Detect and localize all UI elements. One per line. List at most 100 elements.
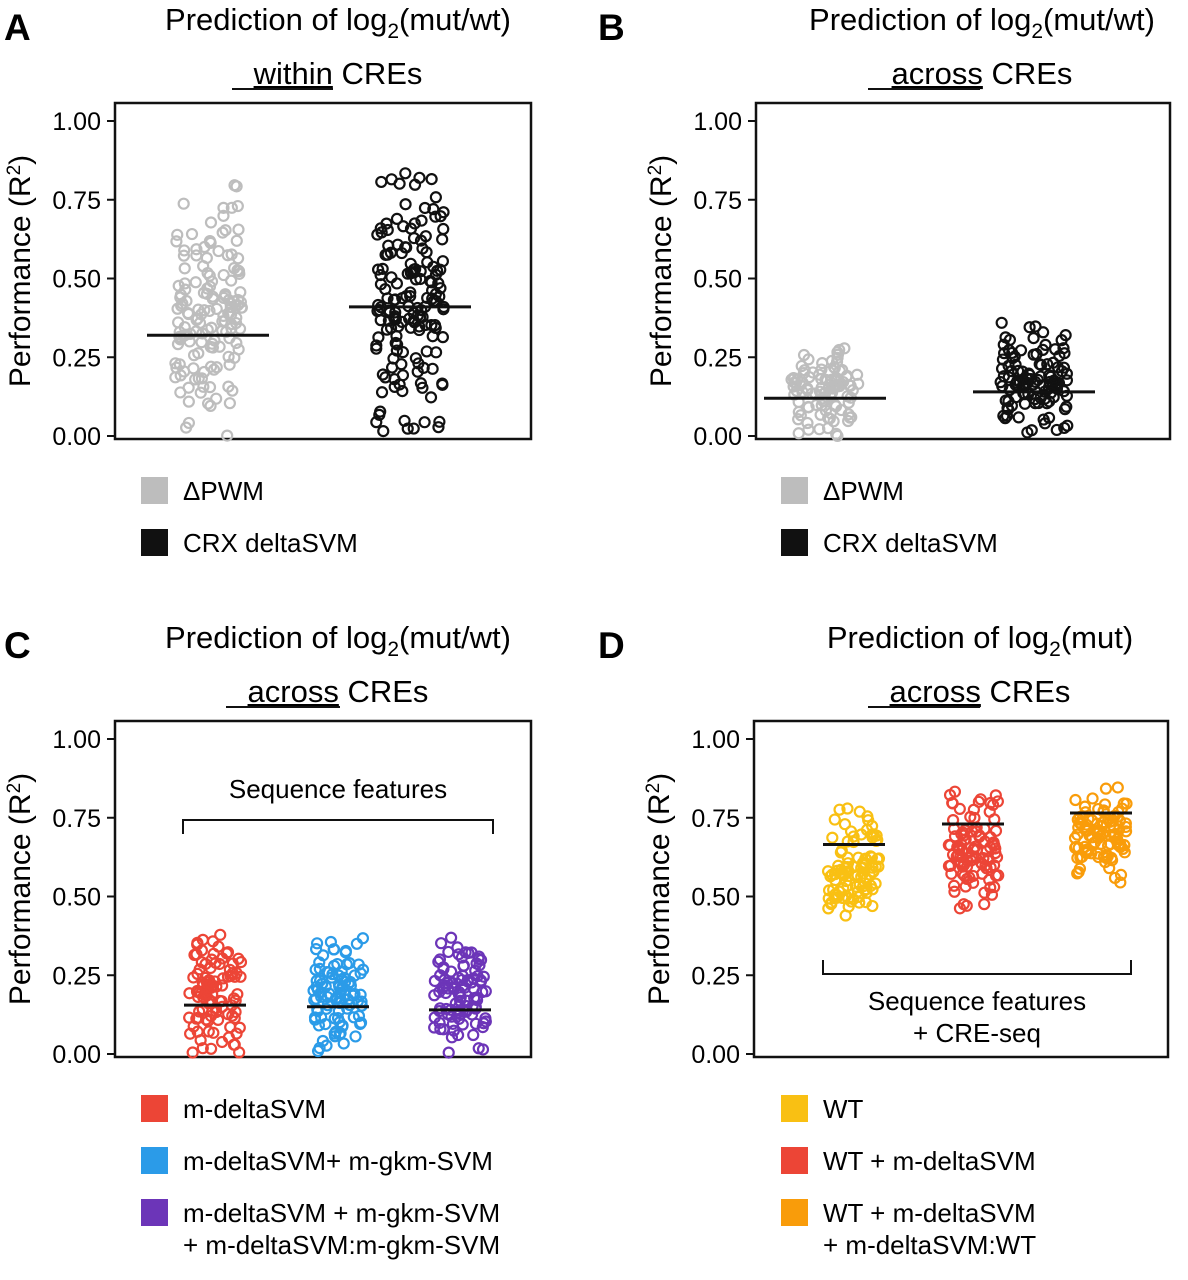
data-point — [204, 977, 218, 991]
data-point — [833, 364, 846, 377]
legend-swatch — [141, 529, 168, 556]
y-tick-label: 1.00 — [691, 726, 740, 754]
y-tick-label: 1.00 — [52, 726, 101, 754]
data-point — [853, 896, 866, 909]
y-tick-label: 0.25 — [52, 344, 101, 372]
data-point — [232, 343, 245, 356]
data-point — [1043, 369, 1056, 382]
data-point — [420, 345, 433, 358]
data-point — [456, 1018, 469, 1031]
data-point — [354, 967, 367, 980]
bracket — [822, 960, 1132, 975]
data-point — [445, 1031, 459, 1044]
data-point — [948, 885, 961, 898]
data-point — [442, 1046, 455, 1059]
data-point — [841, 857, 855, 870]
data-point — [942, 859, 956, 873]
data-point — [822, 884, 836, 897]
data-point — [1093, 824, 1106, 838]
data-point — [1069, 793, 1082, 807]
data-point — [867, 865, 880, 878]
legend-swatch — [781, 1147, 808, 1174]
data-point — [223, 397, 236, 410]
data-point — [836, 866, 849, 879]
data-point — [1029, 320, 1042, 333]
data-point — [379, 283, 392, 296]
data-point — [945, 867, 958, 880]
chart-title: Prediction of log2(mut/wt) — [165, 2, 511, 43]
title-part: CREs — [983, 56, 1073, 91]
series-points — [428, 931, 492, 1059]
data-point — [407, 314, 420, 327]
data-point — [310, 937, 324, 950]
plot-frame — [113, 101, 533, 441]
data-point — [327, 943, 341, 956]
chart-title: Prediction of log2(mut) — [827, 620, 1133, 661]
series-points — [821, 802, 886, 922]
data-point — [961, 854, 974, 868]
data-point — [1107, 820, 1120, 833]
legend-label: WT + m-deltaSVM — [823, 1198, 1036, 1228]
title-subscript: 2 — [1049, 638, 1061, 661]
data-point — [985, 888, 999, 901]
data-point — [203, 269, 216, 282]
data-point — [201, 282, 214, 295]
data-point — [429, 210, 442, 223]
data-point — [187, 349, 201, 362]
data-point — [385, 271, 398, 284]
data-point — [324, 935, 338, 949]
y-tick-label: 0.75 — [52, 187, 101, 215]
data-point — [370, 416, 383, 429]
data-point — [455, 973, 468, 987]
data-point — [1058, 421, 1071, 435]
data-point — [415, 303, 428, 317]
data-point — [469, 964, 482, 977]
data-point — [972, 795, 985, 808]
data-point — [231, 299, 244, 312]
data-point — [989, 789, 1002, 802]
data-point — [1119, 817, 1132, 830]
data-point — [1061, 419, 1074, 432]
data-point — [1074, 851, 1087, 864]
annotation-text: + CRE-seq — [913, 1018, 1041, 1048]
data-point — [414, 272, 427, 286]
data-point — [995, 362, 1009, 375]
y-tick-label: 0.25 — [693, 344, 742, 372]
panel-d-chart: D Prediction of log2(mut)across CREs0.000… — [598, 620, 1170, 1260]
data-point — [228, 1011, 241, 1025]
panel-c: C Prediction of log2(mut/wt) across CREs 0.… — [0, 618, 594, 1260]
y-tick-label: 0.25 — [691, 962, 740, 990]
data-point — [174, 369, 187, 382]
data-point — [228, 179, 241, 192]
data-point — [433, 985, 446, 998]
data-point — [990, 851, 1004, 864]
data-point — [189, 276, 202, 289]
data-point — [843, 411, 857, 424]
data-point — [401, 422, 414, 435]
data-point — [806, 366, 819, 379]
data-point — [414, 234, 428, 247]
data-point — [204, 216, 218, 229]
data-point — [221, 429, 234, 442]
data-point — [436, 233, 449, 246]
plot-frame — [754, 101, 1172, 441]
data-point — [795, 359, 808, 373]
data-point — [183, 1011, 196, 1024]
data-point — [333, 1028, 346, 1041]
data-point — [178, 244, 191, 257]
data-point — [312, 1019, 326, 1032]
data-point — [866, 899, 879, 913]
data-point — [872, 852, 886, 865]
series-points — [1068, 781, 1133, 889]
title-part: Prediction of log — [165, 2, 387, 37]
legend-swatch — [141, 477, 168, 504]
data-point — [199, 957, 212, 971]
y-label-part: Performance (R — [645, 175, 678, 387]
data-point — [1012, 411, 1025, 424]
data-point — [171, 228, 184, 241]
y-tick-label: 0.75 — [691, 805, 740, 833]
data-point — [182, 307, 195, 321]
title-part: Prediction of log — [809, 2, 1031, 37]
series-points — [307, 932, 370, 1058]
data-point — [413, 171, 426, 184]
